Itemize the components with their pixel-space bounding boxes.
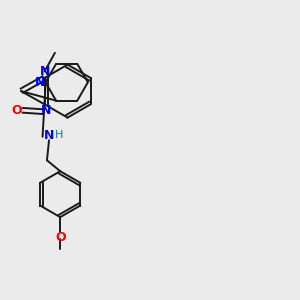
- Text: N: N: [39, 65, 50, 78]
- Text: N: N: [41, 104, 51, 117]
- Text: N: N: [35, 76, 45, 89]
- Text: O: O: [55, 231, 65, 244]
- Text: O: O: [11, 104, 22, 117]
- Text: N: N: [44, 129, 54, 142]
- Text: H: H: [55, 130, 64, 140]
